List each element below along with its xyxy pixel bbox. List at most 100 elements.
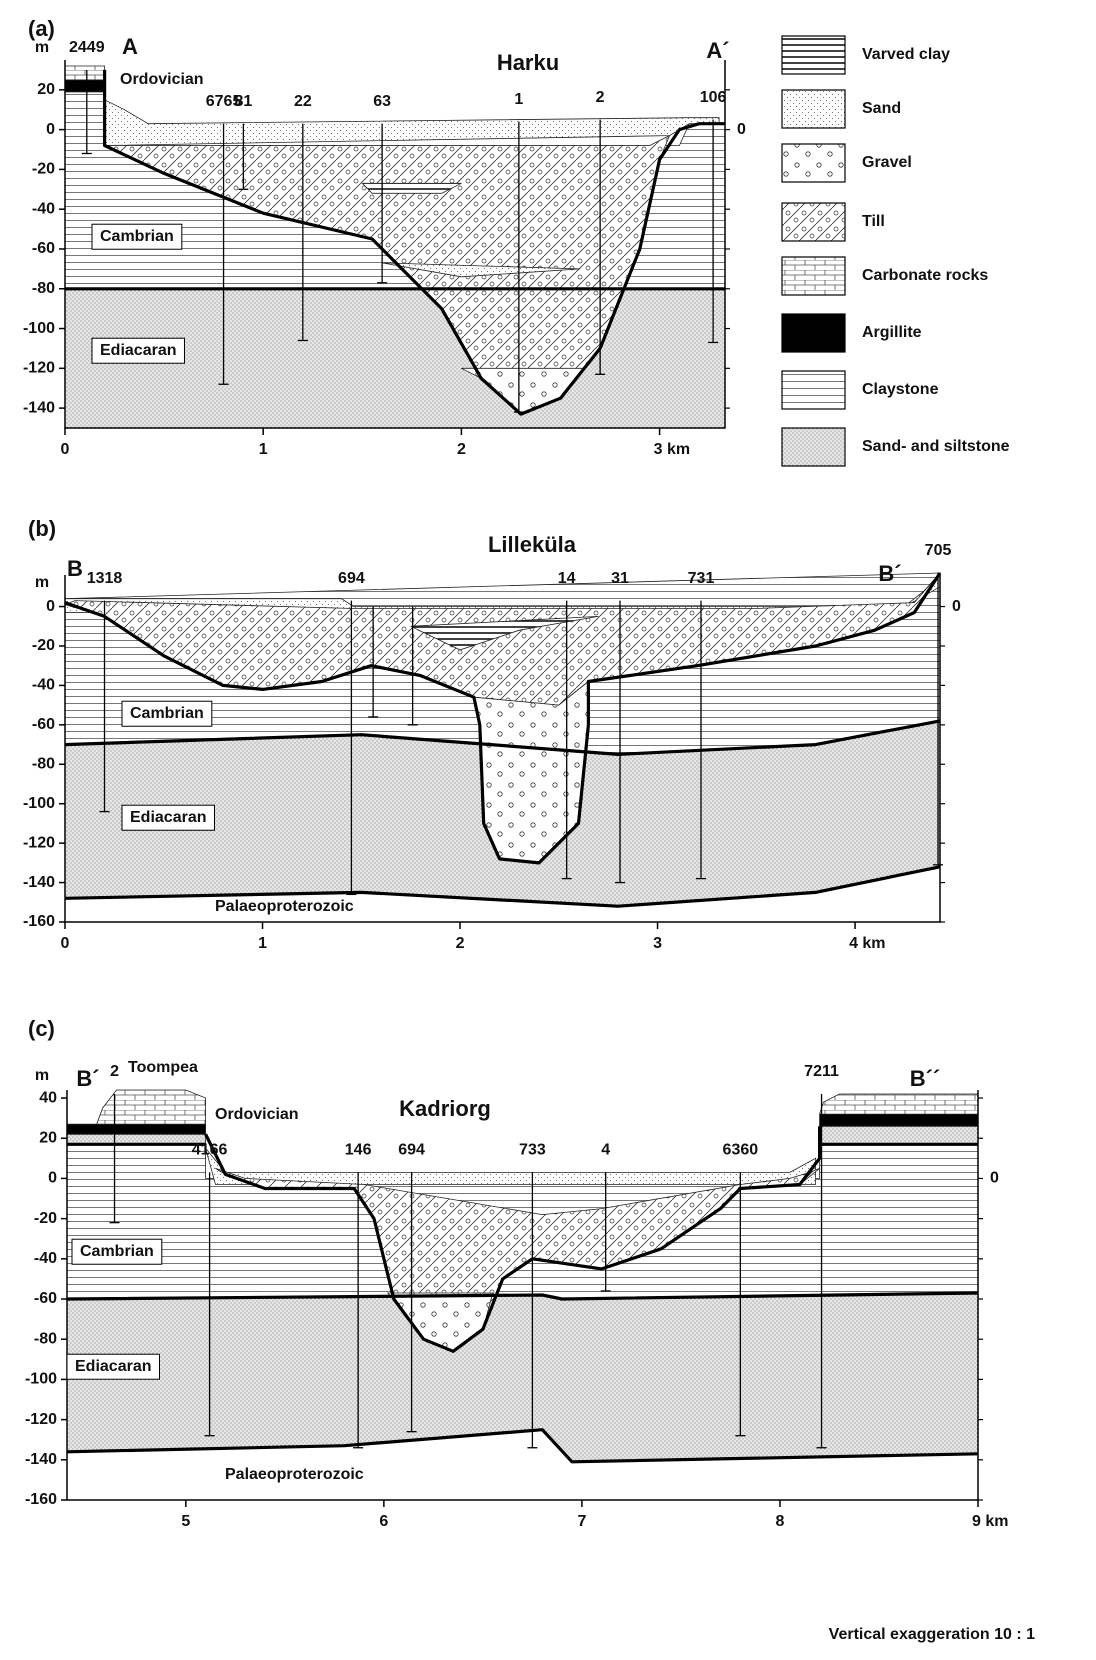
- layer: [819, 1093, 979, 1115]
- unit-box: [121, 700, 213, 727]
- bedrock-boundary: [66, 1428, 979, 1464]
- borehole-label: 4166: [192, 1142, 228, 1159]
- layer: [361, 182, 462, 194]
- borehole-label: 1: [514, 91, 523, 108]
- y-tick-label: -100: [23, 320, 55, 337]
- legend-swatch: [781, 202, 846, 242]
- unit-label: Cambrian: [80, 1243, 154, 1260]
- unit-box: [66, 1353, 160, 1380]
- y-tick-label: 0: [46, 121, 55, 138]
- unit-box: [91, 337, 185, 364]
- y-tick-label: -140: [23, 399, 55, 416]
- unit-label: Cambrian: [130, 705, 204, 722]
- unit-label: Ordovician: [120, 71, 204, 88]
- layer: [96, 1089, 207, 1125]
- y-tick-label: -80: [34, 1330, 57, 1347]
- legend-label: Argillite: [862, 324, 922, 341]
- axis-frame: [66, 1090, 979, 1501]
- panel-tag: (a): [28, 16, 55, 41]
- bedrock-boundary: [64, 719, 941, 757]
- unit-label: Palaeoproterozoic: [215, 898, 354, 915]
- x-tick-label: 2: [456, 935, 465, 952]
- borehole-label: 694: [398, 1142, 425, 1159]
- bedrock-boundary: [102, 69, 725, 416]
- legend-label: Claystone: [862, 381, 939, 398]
- x-tick-label: 3: [653, 935, 662, 952]
- x-tick-label: 1: [259, 441, 268, 458]
- legend-swatch: [781, 313, 846, 353]
- layer: [819, 1125, 979, 1145]
- legend-label: Gravel: [862, 154, 912, 171]
- layer: [64, 79, 105, 93]
- borehole-label: 4: [601, 1142, 610, 1159]
- legend-label: Till: [862, 213, 885, 230]
- unit-box: [91, 223, 183, 250]
- y-tick-label: -120: [25, 1411, 57, 1428]
- y-tick-label: -120: [23, 834, 55, 851]
- section-end: B´´: [910, 1066, 941, 1091]
- unit-label: Ediacaran: [130, 809, 206, 826]
- right-tick-label: 0: [737, 121, 746, 138]
- legend-swatch: [781, 143, 846, 183]
- borehole-label: 106: [700, 89, 727, 106]
- borehole-label: 146: [345, 1142, 372, 1159]
- axis-frame: [64, 575, 941, 923]
- borehole-label: 2449: [69, 39, 105, 56]
- x-tick-label: 5: [181, 1513, 190, 1530]
- layer: [64, 65, 105, 81]
- borehole-label: 6765: [206, 93, 242, 110]
- unit-label: Toompea: [128, 1059, 198, 1076]
- legend-label: Sand: [862, 100, 901, 117]
- y-tick-label: -80: [32, 280, 55, 297]
- layer: [382, 262, 581, 278]
- y-tick-label: -160: [23, 913, 55, 930]
- legend-swatch: [781, 89, 846, 129]
- y-tick-label: 20: [39, 1129, 57, 1146]
- y-tick-label: -40: [32, 677, 55, 694]
- bedrock-boundary: [64, 865, 941, 908]
- section-end: A: [122, 34, 138, 59]
- y-tick-label: -100: [25, 1371, 57, 1388]
- unit-box: [71, 1238, 163, 1265]
- y-tick-label: -40: [34, 1250, 57, 1267]
- section-end: A´: [706, 38, 729, 63]
- borehole-label: 2: [110, 1063, 119, 1080]
- borehole-label: 63: [373, 93, 391, 110]
- cross-section: 20 0 -20 -40 -60 -80 -100 -120 -140 0 1 2 3 km 2449 67…: [23, 39, 730, 458]
- unit-label: Ediacaran: [100, 342, 176, 359]
- layer: [819, 1113, 979, 1127]
- y-tick-label: 40: [39, 1089, 57, 1106]
- legend-label: Carbonate rocks: [862, 267, 988, 284]
- unit-label: Ediacaran: [75, 1358, 151, 1375]
- panel-title: Kadriorg: [399, 1096, 491, 1121]
- y-tick-label: -160: [25, 1491, 57, 1508]
- borehole-label: 31: [611, 570, 629, 587]
- y-tick-label: -60: [34, 1290, 57, 1307]
- section-end: B: [67, 556, 83, 581]
- borehole-label: 81: [234, 93, 252, 110]
- bedrock-boundary: [66, 1291, 979, 1301]
- y-tick-label: -80: [32, 755, 55, 772]
- layer: [66, 1123, 207, 1135]
- y-unit: m: [35, 574, 49, 591]
- borehole-label: 731: [688, 570, 715, 587]
- y-tick-label: -60: [32, 240, 55, 257]
- unit-label: Ordovician: [215, 1106, 299, 1123]
- x-tick-label: 8: [776, 1513, 785, 1530]
- layer: [104, 99, 720, 146]
- legend-swatch: [781, 427, 846, 467]
- layer: [410, 616, 599, 651]
- panel-title: Harku: [497, 50, 559, 75]
- borehole-label: 6360: [723, 1142, 759, 1159]
- borehole-label: 733: [519, 1142, 546, 1159]
- y-unit: m: [35, 39, 49, 56]
- legend-swatch: [781, 370, 846, 410]
- y-tick-label: -20: [32, 161, 55, 178]
- x-tick-label: 0: [61, 935, 70, 952]
- legend-label: Sand- and siltstone: [862, 438, 1010, 455]
- layer: [66, 1292, 979, 1463]
- y-tick-label: -40: [32, 200, 55, 217]
- y-tick-label: -20: [34, 1210, 57, 1227]
